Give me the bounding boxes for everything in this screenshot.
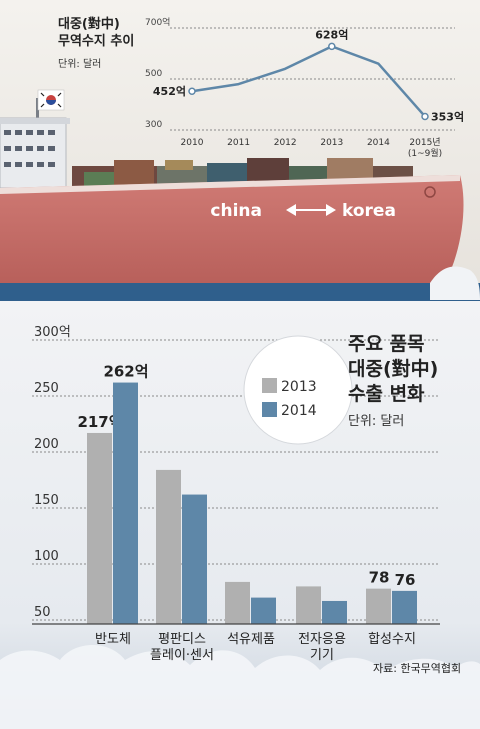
category-label: 전자응용 기기 — [277, 632, 367, 664]
top-xtick-label: (1~9월) — [408, 147, 442, 159]
top-xtick-label: 2012 — [274, 138, 297, 148]
top-ytick-label: 300 — [145, 120, 162, 130]
line-point — [188, 87, 196, 95]
bar-2013 — [87, 432, 112, 624]
bar-2014 — [113, 382, 138, 624]
main-chart-title-line2: 대중(對中) — [348, 358, 439, 380]
bar-2014 — [251, 597, 276, 624]
bar-2013 — [156, 469, 181, 624]
wave-spray — [430, 266, 480, 300]
double-arrow-icon — [286, 204, 336, 216]
top-xtick-label: 2013 — [320, 138, 343, 148]
line-point — [421, 112, 429, 121]
top-ytick-label: 500 — [145, 69, 162, 79]
bar-2014 — [322, 600, 347, 624]
top-chart-grid — [170, 27, 455, 131]
top-chart-line-layer: 700억 500 300 452억 2010 2011 2012 628억 2013 2014 35… — [145, 16, 464, 159]
bar-data-label: 76 — [395, 571, 416, 589]
bar-ytick-label: 150 — [34, 493, 59, 508]
main-chart-title-line1: 주요 품목 — [348, 333, 425, 355]
category-label-line: 플레이·센서 — [150, 648, 214, 663]
main-chart-title: 주요 품목 대중(對中) 수출 변화 — [348, 332, 438, 407]
sea — [0, 283, 480, 301]
legend-swatch-2014 — [262, 402, 277, 417]
bar-data-label: 262억 — [103, 363, 148, 381]
route-to-label: korea — [342, 201, 396, 221]
legend-label-2014: 2014 — [281, 403, 317, 419]
category-label-line: 반도체 — [95, 632, 131, 647]
category-label: 반도체 — [68, 632, 158, 648]
bar-2013 — [225, 581, 250, 624]
line-point — [328, 42, 336, 51]
category-label-line: 기기 — [310, 648, 334, 663]
category-label-line: 합성수지 — [368, 632, 416, 647]
bar-layer: 300억 250 200 150 100 50 217억 262억 78 76 — [34, 325, 417, 624]
route-from-label: china — [210, 201, 262, 221]
source-note: 자료: 한국무역협회 — [373, 662, 462, 675]
top-chart-title-line2: 무역수지 추이 — [58, 34, 135, 49]
main-chart-title-line3: 수출 변화 — [348, 383, 425, 405]
trade-balance-line — [191, 45, 426, 118]
line-data-label: 353억 — [431, 110, 464, 123]
bar-ytick-label: 300억 — [34, 325, 71, 340]
category-label-line: 평판디스 — [158, 632, 206, 647]
top-xtick-label: 2014 — [367, 138, 390, 148]
top-xtick-label: 2010 — [181, 138, 204, 148]
bar-ytick-label: 200 — [34, 437, 59, 452]
main-chart-unit: 단위: 달러 — [348, 414, 405, 429]
category-label: 평판디스 플레이·센서 — [137, 632, 227, 664]
bar-2014 — [392, 590, 417, 624]
bar-ytick-label: 100 — [34, 549, 59, 564]
top-xtick-label: 2015년 — [409, 137, 440, 148]
cloud-decoration — [0, 645, 480, 729]
bar-ytick-label: 250 — [34, 381, 59, 396]
bar-2013 — [296, 586, 321, 624]
bar-ytick-label: 50 — [34, 605, 51, 620]
top-ytick-label: 700억 — [145, 16, 170, 28]
bar-2013 — [366, 588, 391, 624]
legend: 2013 2014 — [243, 335, 353, 445]
legend-label-2013: 2013 — [281, 379, 317, 395]
bar-data-label: 78 — [369, 569, 390, 587]
line-data-label: 628억 — [315, 28, 348, 41]
category-label-line: 석유제품 — [227, 632, 275, 647]
top-chart-unit: 단위: 달러 — [58, 59, 102, 70]
bar-2014 — [182, 494, 207, 624]
top-chart-title-line1: 대중(對中) — [58, 17, 120, 32]
category-label: 합성수지 — [347, 632, 437, 648]
line-data-label: 452억 — [153, 85, 186, 98]
ship-hull — [0, 175, 464, 283]
bar-data-label: 217억 — [77, 413, 122, 431]
category-label-line: 전자응용 — [298, 632, 346, 647]
category-label: 석유제품 — [206, 632, 296, 648]
top-xtick-label: 2011 — [227, 138, 250, 148]
legend-swatch-2013 — [262, 378, 277, 393]
ship: china korea — [0, 89, 464, 283]
top-chart-title: 대중(對中) 무역수지 추이 — [58, 16, 134, 50]
